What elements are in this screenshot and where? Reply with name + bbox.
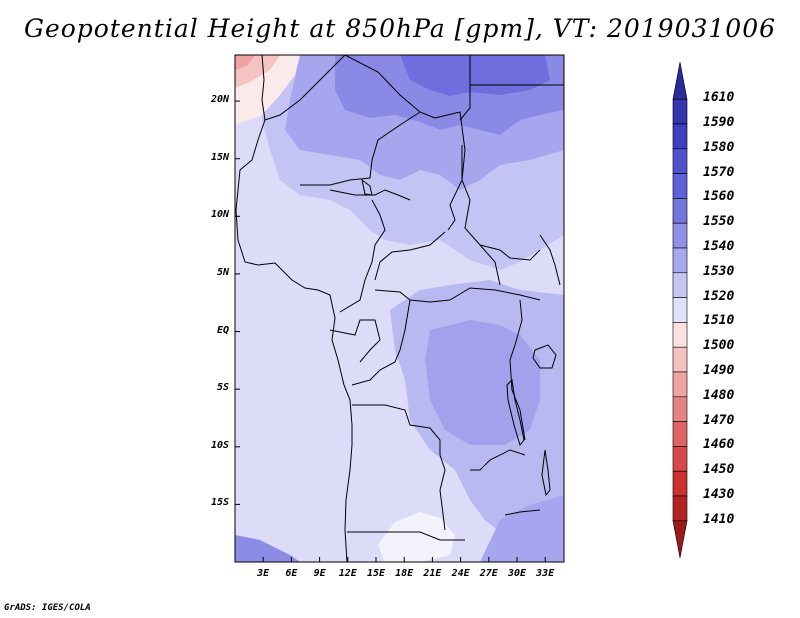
colorbar-cell <box>672 173 688 199</box>
colorbar-label: 1430 <box>703 487 735 502</box>
lat-label: EQ <box>216 324 229 336</box>
border-nigeria-cameroon <box>339 199 386 313</box>
lon-label: 3E <box>257 568 270 579</box>
field-1560-core <box>400 55 550 96</box>
colorbar-cell <box>672 198 688 224</box>
lon-label: 9E <box>313 568 326 579</box>
colorbar-cell <box>672 396 688 422</box>
border-libya-west <box>459 55 471 121</box>
colorbar-cell <box>672 148 688 174</box>
lake-tanganyika <box>506 378 525 447</box>
colorbar-cell <box>672 322 688 348</box>
lon-label: 21E <box>423 568 442 579</box>
lat-label: 10S <box>210 439 229 451</box>
colorbar-label: 1570 <box>703 164 735 180</box>
colorbar-cell <box>672 247 688 274</box>
coastline <box>235 55 353 562</box>
lake-victoria <box>532 344 557 369</box>
field-1510-south <box>378 512 455 562</box>
border-car-drc <box>374 287 541 303</box>
coastline-borders <box>235 55 564 562</box>
colorbar-label: 1530 <box>703 263 735 279</box>
lon-label: 12E <box>338 568 357 579</box>
colorbar <box>672 61 688 559</box>
border-niger-nigeria <box>329 189 411 201</box>
colorbar-cell <box>672 446 688 472</box>
lat-label: 20N <box>210 94 229 106</box>
colorbar-label: 1410 <box>703 511 735 527</box>
border-ethiopia <box>539 234 561 286</box>
colorbar-label: 1460 <box>703 437 735 453</box>
chart-title: Geopotential Height at 850hPa [gpm], VT:… <box>23 14 777 43</box>
colorbar-top-arrow <box>672 61 688 100</box>
border-congo-drc <box>351 299 411 386</box>
colorbar-cell <box>672 98 688 125</box>
colorbar-label: 1540 <box>703 239 735 254</box>
field-1480-nw-core <box>235 55 255 70</box>
colorbar-cell <box>672 222 688 249</box>
lake-malawi <box>541 449 551 497</box>
colorbar-label: 1480 <box>703 387 735 403</box>
lake-kariba <box>504 509 541 516</box>
axis-ticks <box>235 100 546 562</box>
lon-label: 18E <box>395 568 414 579</box>
colorbar-label: 1510 <box>703 313 735 329</box>
field-1550-sw <box>235 535 300 562</box>
lat-label: 15N <box>210 151 229 163</box>
lat-label: 10N <box>210 209 229 221</box>
colorbar-cell <box>672 495 688 522</box>
colorbar-label: 1500 <box>703 338 735 354</box>
colorbar-label: 1470 <box>703 412 735 428</box>
colorbar-label: 1610 <box>703 90 735 106</box>
border-chad-car <box>374 231 446 281</box>
colorbar-cell <box>672 123 688 150</box>
border-sudan-ethiopia <box>479 244 541 261</box>
border-mauritania-mali <box>264 55 346 121</box>
colorbar-cell <box>672 470 688 497</box>
colorbar-bottom-arrow <box>672 520 688 559</box>
lon-label: 27E <box>479 568 498 579</box>
border-sudan-chad <box>461 145 501 286</box>
border-zambia <box>470 449 526 471</box>
grads-credit: GrADS: IGES/COLA <box>4 603 91 613</box>
border-angola-drc <box>352 404 441 455</box>
lon-label: 24E <box>451 568 470 579</box>
field-1540-se <box>480 495 564 562</box>
border-gabon <box>329 319 381 363</box>
colorbar-label: 1560 <box>703 189 735 205</box>
lat-label: 15S <box>210 497 229 509</box>
colorbar-label: 1490 <box>703 363 735 378</box>
lat-label: 5S <box>216 382 229 394</box>
border-east-drc <box>509 299 526 441</box>
colorbar-cell <box>672 421 688 447</box>
lat-label: 5N <box>216 266 229 278</box>
lon-label: 30E <box>507 568 527 579</box>
colorbar-label: 1450 <box>703 462 735 478</box>
colorbar-label: 1520 <box>703 288 735 304</box>
lon-label: 33E <box>536 568 555 579</box>
colorbar-cell <box>672 346 688 373</box>
border-angola-zambia <box>439 454 446 531</box>
height-field <box>235 55 564 562</box>
colorbar-label: 1590 <box>703 115 735 130</box>
lake-chad <box>361 178 373 196</box>
map-frame <box>234 54 565 563</box>
colorbar-cell <box>672 297 688 323</box>
colorbar-label: 1550 <box>703 214 735 230</box>
border-mali-niger <box>300 111 421 186</box>
colorbar-cell <box>672 371 688 398</box>
lon-label: 15E <box>366 568 386 579</box>
border-algeria-mali <box>344 55 436 119</box>
colorbar-cell <box>672 272 688 298</box>
colorbar-label: 1580 <box>703 139 735 155</box>
lon-label: 6E <box>285 568 298 579</box>
border-namibia <box>347 531 465 541</box>
